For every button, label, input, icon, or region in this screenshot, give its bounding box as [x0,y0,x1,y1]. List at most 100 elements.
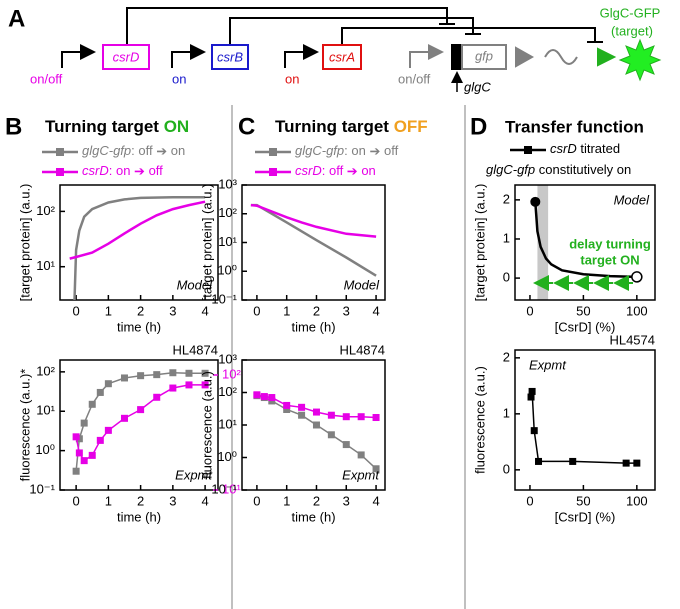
panel-title: Transfer function [505,117,644,136]
data-point [283,401,291,409]
promoter-state: on [285,71,299,86]
data-point [137,372,145,380]
y-tick-label: 10⁻¹ [211,291,237,306]
x-tick-label: 1 [105,493,112,508]
data-point [153,371,161,379]
data-point [312,421,320,429]
data-point [104,426,112,434]
legend-entry: csrD titrated [550,141,620,156]
y-axis-label: fluorescence (a.u.)* [17,369,32,482]
gene-label: csrA [329,49,355,64]
series-line [250,203,377,277]
gene-label: gfp [475,48,493,63]
data-point [169,384,177,392]
x-tick-label: 3 [343,303,350,318]
data-point [535,457,543,465]
y-tick-label: 10¹ [36,258,55,273]
data-point [283,405,291,413]
data-point [153,393,161,401]
data-point [185,381,193,389]
x-tick-label: 3 [169,493,176,508]
note: delay turning [569,236,651,251]
x-tick-label: 0 [253,303,260,318]
data-point [372,414,380,422]
gene-box [461,44,507,70]
x-tick-label: 4 [201,493,208,508]
plot-frame [514,349,656,491]
promoter [284,44,319,68]
x-tick-label: 1 [283,303,290,318]
y-axis-label: fluorescence (a.u.) [199,371,214,479]
glgc-label: glgC [464,79,491,94]
data-point [298,403,306,411]
y-axis-label: [target protein] (a.u.) [17,184,32,302]
data-point [201,381,209,389]
gene-box [102,44,150,70]
promoter [171,44,206,68]
annotation: Model [614,192,651,207]
y-tick-label: 10⁰ [217,449,237,464]
y-tick-label: 1 [503,230,510,245]
annotation: Expmt [529,357,567,372]
x-axis-label: time (h) [291,509,335,524]
y-tick-label: 10⁰ [35,442,55,457]
gene-label: csrD [113,49,140,64]
plot-frame [59,184,219,301]
data-point [357,451,365,459]
x-tick-label: 50 [576,493,590,508]
x-tick-label: 1 [105,303,112,318]
terminator [515,46,535,68]
data-point [528,387,536,395]
plot-frame [59,359,219,491]
x-tick-label: 2 [313,303,320,318]
series-line [256,394,377,419]
data-point [260,393,268,401]
panel-title: Turning target ON [45,117,189,136]
product-note: (target) [611,23,653,38]
legend-entry: glgC-gfp: on ➔ off [295,143,399,158]
gene-box [322,44,362,70]
x-axis-label: time (h) [117,319,161,334]
panel-label: B [5,113,22,140]
data-point [120,374,128,382]
y2-tick-label: 10¹ [222,481,241,496]
data-point [72,433,80,441]
annotation: Model [177,277,214,292]
data-point [342,413,350,421]
data-point [298,411,306,419]
strain-label: HL4874 [172,342,218,357]
data-point [169,369,177,377]
gene-box [211,44,249,70]
promoter-state: on/off [30,71,63,86]
y-tick-label: 10³ [218,176,237,191]
data-point [185,369,193,377]
data-point [96,388,104,396]
diagram [61,7,662,609]
y-tick-label: 10⁻¹ [29,481,55,496]
translation-arrow [597,47,617,67]
data-point [268,394,276,402]
start-point [530,196,541,207]
data-point [312,408,320,416]
legend-entry: glgC-gfp constitutively on [486,162,631,177]
strain-label: HL4574 [609,332,655,347]
panel-label: D [470,113,487,140]
data-point [96,436,104,444]
x-tick-label: 0 [73,493,80,508]
annotation: Expmt [175,467,213,482]
strain-label: HL4874 [339,342,385,357]
x-axis-label: time (h) [117,509,161,524]
y-tick-label: 1 [503,405,510,420]
x-tick-label: 0 [253,493,260,508]
series-line [75,384,206,462]
data-point [201,369,209,377]
panel-label: C [238,113,255,140]
y-tick-label: 10⁻¹ [211,481,237,496]
annotation: Model [344,277,381,292]
repression-line [229,17,481,45]
legend-entry: csrD: off ➔ on [295,163,376,178]
promoter-state: on [172,71,186,86]
promoter-state: on/off [398,71,431,86]
x-tick-label: 0 [73,303,80,318]
y-tick-label: 0 [503,270,510,285]
